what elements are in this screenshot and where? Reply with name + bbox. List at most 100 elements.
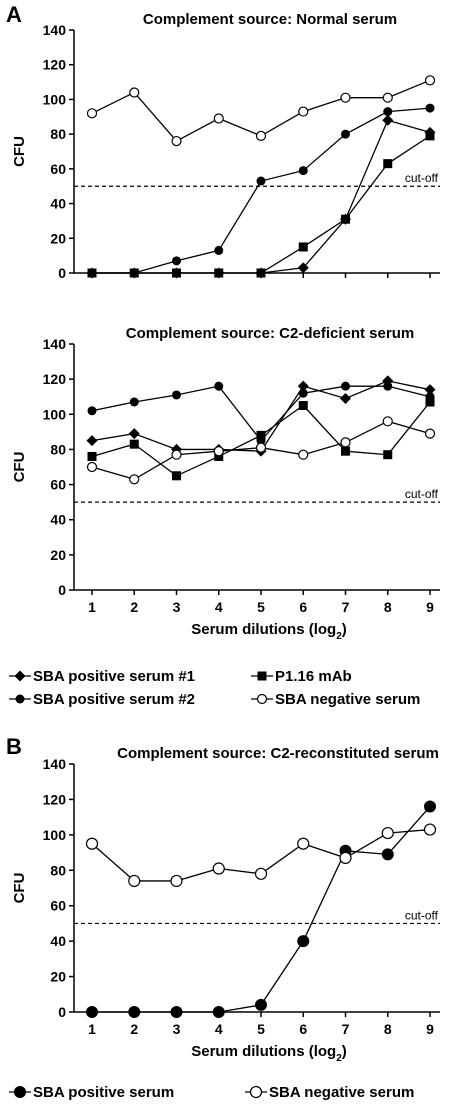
legend-item-negative: SBA negative serum [251,691,420,708]
data-point [214,245,224,255]
x-tick-label: 4 [215,1021,223,1037]
legend-item-mab: P1.16 mAb [251,668,352,685]
y-tick-label: 40 [50,933,66,949]
legend-marker [249,1085,263,1099]
data-point [298,242,308,252]
data-point [382,114,394,126]
data-point [87,451,97,461]
data-point [170,1006,183,1018]
data-point [172,390,181,400]
data-point [255,998,267,1011]
legend-item-negative-b: SBA negative serum [245,1084,414,1101]
y-tick-label: 80 [50,126,66,142]
data-point [297,262,309,274]
y-tick-label: 120 [43,57,67,73]
legend-label: SBA positive serum [33,1084,174,1101]
x-tick-label: 7 [342,599,350,615]
data-point [170,874,183,888]
data-point [256,430,266,440]
y-tick-label: 140 [43,756,67,772]
data-point [424,800,436,813]
legend-label: SBA negative serum [275,691,420,708]
data-point [341,381,350,391]
legend-label: SBA positive serum #2 [33,691,195,708]
data-point [255,130,267,141]
y-tick-label: 120 [43,371,67,387]
data-point [425,392,435,402]
data-point [214,381,224,391]
x-tick-label: 6 [299,599,307,615]
legend-marker [14,1086,26,1098]
data-point [383,107,393,117]
data-point [87,406,97,416]
y-tick-label: 60 [50,477,66,493]
y-tick-label: 40 [50,512,66,528]
data-point [383,381,393,391]
data-point [129,87,140,98]
y-tick-label: 0 [58,265,66,281]
data-point [425,131,435,141]
data-point [298,166,308,176]
data-point [381,826,394,840]
y-tick-label: 20 [50,547,66,563]
legend-item-positive-b: SBA positive serum [9,1084,174,1101]
data-point [424,428,436,439]
y-tick-label: 100 [43,827,67,843]
x-axis-label-end: ) [342,1043,347,1060]
legend-label: SBA negative serum [269,1084,414,1101]
panel-label-b: B [6,734,22,759]
x-tick-label: 3 [173,1021,181,1037]
data-point [172,268,181,278]
data-point [341,129,350,139]
data-point [128,874,141,888]
data-point [256,176,266,186]
data-point [213,113,224,124]
x-axis-label: Serum dilutions (log2) [191,621,347,642]
data-point [86,435,98,447]
chart-panel-1: Complement source: Normal serum 0 20 40 60 80… [11,11,440,281]
x-tick-label: 9 [426,1021,434,1037]
x-axis-label-subscript: 2 [336,631,342,642]
data-point [256,268,266,278]
y-tick-label: 20 [50,969,66,985]
data-point [129,474,140,485]
data-point [86,461,98,473]
x-tick-label: 6 [299,1021,307,1037]
data-point [298,388,308,398]
data-point [214,451,224,461]
y-axis-label: CFU [11,452,28,483]
data-point [212,862,225,875]
legend-marker [14,670,26,682]
x-tick-label: 8 [384,1021,392,1037]
y-tick-label: 60 [50,898,66,914]
series-line-2 [92,135,431,274]
data-point [425,103,435,113]
legend-marker [15,694,25,704]
legend-label: P1.16 mAb [275,668,352,685]
data-point [340,92,351,103]
data-point [339,851,352,864]
data-point [255,442,267,453]
data-point [383,159,393,169]
legend-label: SBA positive serum #1 [33,668,195,685]
data-point [298,449,309,460]
chart-panel-3: Complement source: C2-reconstituted seru… [11,745,440,1064]
y-tick-label: 80 [50,441,66,457]
y-tick-label: 120 [43,791,67,807]
data-point [381,848,394,861]
data-point [171,449,182,460]
data-point [214,268,224,278]
data-point [256,436,266,446]
y-axis-label: CFU [11,873,28,904]
data-point [340,437,351,448]
x-tick-label: 1 [88,1021,96,1037]
data-point [86,108,98,119]
y-tick-label: 0 [58,582,66,598]
data-point [85,837,99,850]
data-point [425,397,435,407]
x-tick-label: 4 [215,599,223,615]
data-point [298,106,309,117]
data-point [171,135,182,147]
y-tick-label: 20 [50,230,66,246]
